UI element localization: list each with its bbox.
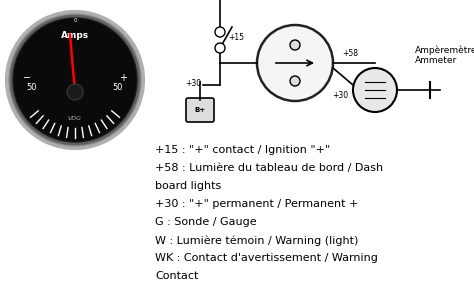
Text: +30: +30 (332, 91, 348, 99)
Circle shape (13, 18, 137, 142)
Text: WK : Contact d'avertissement / Warning: WK : Contact d'avertissement / Warning (155, 253, 378, 263)
Text: VDG: VDG (68, 116, 82, 120)
Text: +58: +58 (342, 49, 358, 58)
Text: +15: +15 (228, 34, 244, 42)
Circle shape (7, 12, 143, 148)
Circle shape (353, 68, 397, 112)
FancyBboxPatch shape (186, 98, 214, 122)
Text: Amps: Amps (61, 30, 89, 40)
Text: board lights: board lights (155, 181, 221, 191)
Circle shape (9, 14, 141, 146)
Text: B+: B+ (194, 107, 206, 113)
Text: W : Lumière témoin / Warning (light): W : Lumière témoin / Warning (light) (155, 235, 358, 246)
Text: −: − (23, 73, 31, 83)
Text: 50: 50 (27, 84, 37, 92)
Text: Contact: Contact (155, 271, 199, 281)
Text: Ampèremètre
Ammeter: Ampèremètre Ammeter (415, 45, 474, 65)
Circle shape (67, 84, 83, 100)
Circle shape (215, 43, 225, 53)
Circle shape (290, 40, 300, 50)
Text: 0: 0 (73, 17, 77, 23)
Circle shape (290, 76, 300, 86)
Text: G : Sonde / Gauge: G : Sonde / Gauge (155, 217, 256, 227)
Circle shape (215, 27, 225, 37)
Text: +30: +30 (185, 78, 201, 88)
Text: +58 : Lumière du tableau de bord / Dash: +58 : Lumière du tableau de bord / Dash (155, 163, 383, 173)
Text: +: + (119, 73, 127, 83)
Circle shape (257, 25, 333, 101)
Text: 50: 50 (113, 84, 123, 92)
Text: +30 : "+" permanent / Permanent +: +30 : "+" permanent / Permanent + (155, 199, 358, 209)
Text: +15 : "+" contact / Ignition "+": +15 : "+" contact / Ignition "+" (155, 145, 330, 155)
